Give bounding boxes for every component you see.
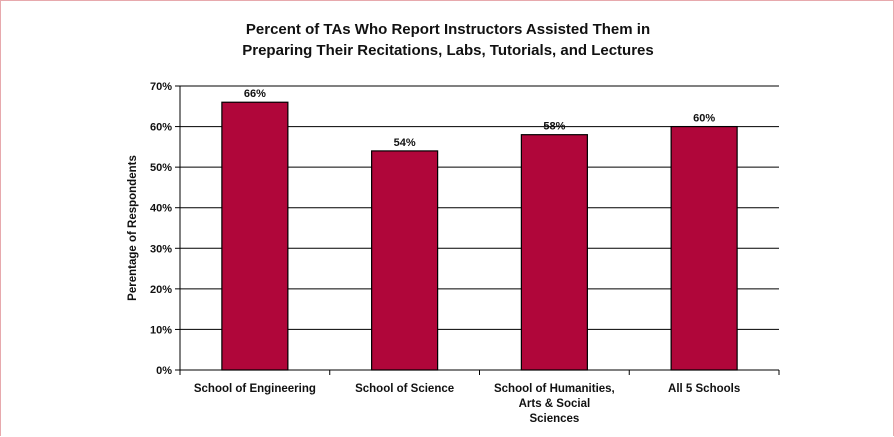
x-category-label: Arts & Social — [519, 398, 591, 410]
data-label: 60% — [693, 113, 715, 125]
bar — [670, 125, 738, 371]
x-category-label: School of Science — [355, 383, 454, 395]
y-tick-label: 40% — [150, 203, 172, 215]
data-labels: 66% 54% 58% 60% — [244, 88, 715, 149]
bar — [221, 101, 289, 371]
x-category-label: Sciences — [529, 413, 579, 425]
bar — [371, 150, 439, 371]
y-axis-label: Perentage of Respondents — [127, 155, 139, 301]
x-category-labels: School of Engineering School of Science Sc… — [194, 383, 740, 425]
axes — [175, 85, 780, 375]
y-tick-label: 20% — [150, 284, 172, 296]
y-tick-label: 70% — [150, 81, 172, 93]
y-tick-label: 10% — [150, 324, 172, 336]
x-category-label: School of Humanities, — [494, 383, 615, 395]
y-tick-label: 50% — [150, 162, 172, 174]
y-tick-labels: 0% 10% 20% 30% 40% 50% 60% 70% — [150, 81, 172, 377]
chart-title-line: Preparing Their Recitations, Labs, Tutor… — [242, 42, 653, 59]
x-category-label: All 5 Schools — [668, 383, 740, 395]
data-label: 66% — [244, 88, 266, 100]
chart-title: Percent of TAs Who Report Instructors As… — [242, 21, 653, 59]
data-label: 54% — [394, 137, 416, 149]
x-category-label: School of Engineering — [194, 383, 316, 395]
y-tick-label: 0% — [156, 365, 172, 377]
y-tick-label: 60% — [150, 122, 172, 134]
y-axis-label-group: Perentage of Respondents — [127, 155, 139, 301]
y-tick-label: 30% — [150, 243, 172, 255]
chart-title-line: Percent of TAs Who Report Instructors As… — [246, 21, 650, 38]
bars — [221, 101, 738, 371]
data-label: 58% — [543, 121, 565, 133]
bar — [520, 134, 588, 371]
